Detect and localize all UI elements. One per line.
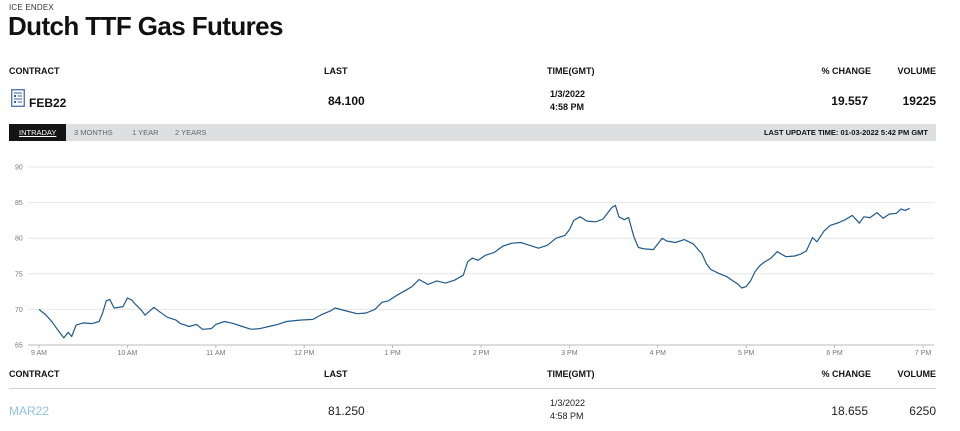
column-header-change: % CHANGE (821, 66, 871, 76)
x-tick-label: 9 AM (31, 350, 47, 357)
column-header-last: LAST (324, 66, 348, 76)
document-chart-icon (11, 89, 25, 107)
y-tick-label: 90 (15, 165, 23, 172)
trade-date: 1/3/2022 (550, 89, 586, 99)
column-header-change: % CHANGE (821, 369, 871, 379)
trade-date: 1/3/2022 (550, 398, 586, 408)
y-tick-label: 65 (15, 343, 23, 350)
source-label: ICE ENDEX (9, 3, 54, 12)
column-header-contract: CONTRACT (9, 369, 60, 379)
column-header-contract: CONTRACT (9, 66, 60, 76)
y-tick-label: 75 (15, 271, 23, 278)
time-cell: 1/3/2022 4:58 PM (550, 397, 585, 423)
x-tick-label: 1 PM (384, 350, 401, 357)
x-tick-label: 5 PM (738, 350, 755, 357)
percent-change: 19.557 (831, 94, 868, 108)
percent-change: 18.655 (831, 404, 868, 418)
volume: 6250 (909, 404, 936, 418)
column-header-volume: VOLUME (897, 369, 936, 379)
x-tick-label: 11 AM (206, 350, 225, 357)
x-tick-label: 7 PM (915, 350, 932, 357)
last-update-time: LAST UPDATE TIME: 01-03-2022 5:42 PM GMT (763, 128, 928, 137)
divider (9, 388, 936, 389)
tab-3-months[interactable]: 3 MONTHS (74, 128, 113, 137)
tab-1-year[interactable]: 1 YEAR (132, 128, 159, 137)
x-tick-label: 10 AM (117, 350, 137, 357)
y-tick-label: 85 (15, 200, 23, 207)
contract-name[interactable]: FEB22 (29, 96, 67, 110)
tab-intraday[interactable]: INTRADAY (9, 124, 67, 141)
time-cell: 1/3/2022 4:58 PM (550, 88, 585, 114)
volume: 19225 (902, 94, 936, 108)
x-tick-label: 6 PM (826, 350, 843, 357)
page-title: Dutch TTF Gas Futures (8, 11, 283, 41)
column-header-time: TIME(GMT) (547, 66, 595, 76)
column-header-last: LAST (324, 369, 348, 379)
range-tab-bar: INTRADAY 3 MONTHS 1 YEAR 2 YEARS LAST UP… (9, 124, 936, 141)
contract-link[interactable]: MAR22 (9, 404, 50, 418)
y-tick-label: 70 (15, 307, 23, 314)
intraday-price-chart: 65 70 75 80 85 90 9 AM 10 AM 11 AM 12 PM 1 PM 2 PM 3… (15, 165, 934, 357)
x-tick-label: 2 PM (473, 350, 490, 357)
column-header-time: TIME(GMT) (547, 369, 595, 379)
price-series-line (38, 204, 910, 339)
column-header-volume: VOLUME (897, 66, 936, 76)
x-tick-label: 12 PM (294, 350, 314, 357)
x-tick-label: 3 PM (561, 350, 578, 357)
last-price: 81.250 (328, 404, 365, 418)
x-tick-label: 4 PM (650, 350, 667, 357)
last-price: 84.100 (328, 94, 365, 108)
trade-time: 4:58 PM (550, 411, 584, 421)
y-tick-label: 80 (15, 236, 23, 243)
tab-2-years[interactable]: 2 YEARS (175, 128, 207, 137)
trade-time: 4:58 PM (550, 102, 585, 112)
